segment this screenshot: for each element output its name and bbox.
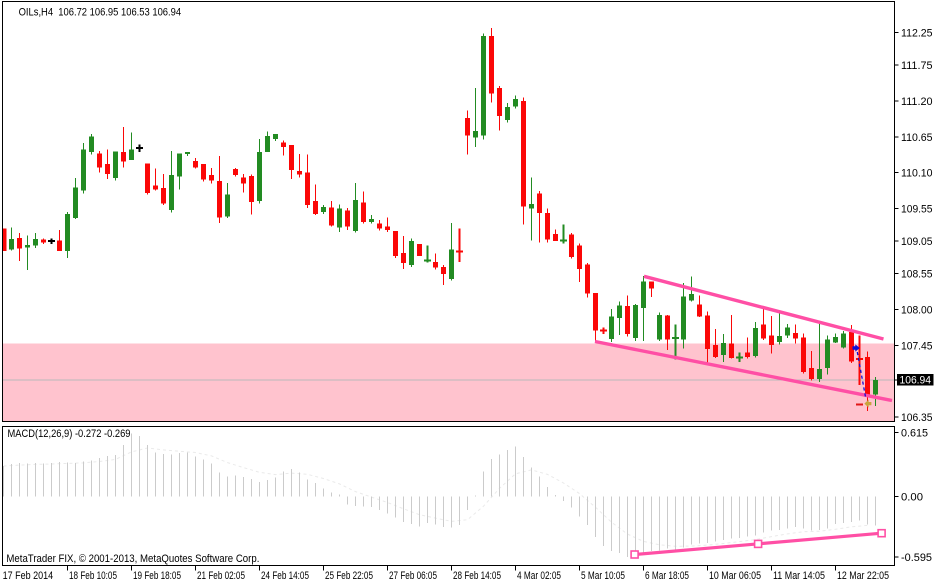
svg-text:107.45: 107.45 <box>901 340 933 352</box>
svg-text:25 Feb 22:05: 25 Feb 22:05 <box>325 570 373 582</box>
svg-text:0.615: 0.615 <box>901 427 928 439</box>
svg-text:109.05: 109.05 <box>901 236 933 248</box>
svg-text:110.10: 110.10 <box>901 168 933 180</box>
svg-text:18 Feb 10:05: 18 Feb 10:05 <box>69 570 117 582</box>
svg-text:-0.595: -0.595 <box>901 552 932 564</box>
svg-text:6 Mar 18:05: 6 Mar 18:05 <box>645 570 689 582</box>
svg-text:4 Mar 02:05: 4 Mar 02:05 <box>517 570 561 582</box>
svg-text:MetaTrader FIX, © 2001-2013, M: MetaTrader FIX, © 2001-2013, MetaQuotes … <box>6 553 259 565</box>
svg-text:10 Mar 06:05: 10 Mar 06:05 <box>709 570 761 582</box>
svg-text:108.55: 108.55 <box>901 269 933 281</box>
svg-text:12 Mar 22:05: 12 Mar 22:05 <box>837 570 889 582</box>
svg-text:5 Mar 10:05: 5 Mar 10:05 <box>581 570 625 582</box>
svg-text:110.65: 110.65 <box>901 132 933 144</box>
svg-text:106.94: 106.94 <box>900 375 932 387</box>
svg-text:28 Feb 14:05: 28 Feb 14:05 <box>453 570 501 582</box>
svg-text:112.25: 112.25 <box>901 28 933 40</box>
svg-text:19 Feb 18:05: 19 Feb 18:05 <box>133 570 181 582</box>
svg-text:OILs,H4 106.72 106.95 106.53: OILs,H4 106.72 106.95 106.53 106.94 <box>19 7 182 19</box>
svg-text:17 Feb 2014: 17 Feb 2014 <box>3 570 54 582</box>
svg-text:108.00: 108.00 <box>901 305 933 317</box>
svg-text:111.75: 111.75 <box>901 60 933 72</box>
svg-text:21 Feb 02:05: 21 Feb 02:05 <box>197 570 245 582</box>
svg-text:106.35: 106.35 <box>901 412 933 424</box>
svg-text:27 Feb 06:05: 27 Feb 06:05 <box>389 570 437 582</box>
svg-text:MACD(12,26,9) -0.272 -0.269: MACD(12,26,9) -0.272 -0.269 <box>8 428 131 440</box>
svg-text:111.20: 111.20 <box>901 96 933 108</box>
svg-text:24 Feb 14:05: 24 Feb 14:05 <box>261 570 309 582</box>
svg-text:109.55: 109.55 <box>901 204 933 216</box>
svg-text:11 Mar 14:05: 11 Mar 14:05 <box>773 570 825 582</box>
svg-text:0.00: 0.00 <box>901 492 923 504</box>
